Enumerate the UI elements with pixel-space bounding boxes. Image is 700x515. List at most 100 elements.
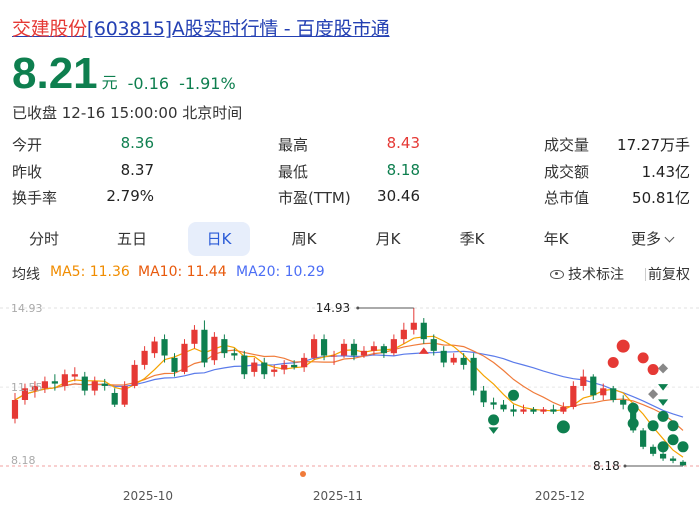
min-price-dot (623, 464, 627, 468)
stat-label: 换手率 (12, 189, 58, 207)
candle-body (231, 353, 238, 356)
candle-body (61, 374, 68, 386)
candle-body (610, 388, 617, 400)
candle-body (600, 388, 607, 396)
stat-label: 昨收 (12, 163, 43, 181)
tab-more-label: 更多 (630, 230, 661, 248)
chevron-down-icon (664, 232, 675, 243)
signal-down-triangle (658, 399, 669, 406)
signal-dot (556, 420, 570, 434)
price-row: 8.21 元 -0.16 -1.91% (12, 52, 236, 96)
current-price: 8.21 (12, 49, 98, 98)
candle-body (71, 374, 78, 377)
price-change: -0.16 (127, 74, 170, 93)
ma-label: 均线 (12, 267, 40, 283)
stat-value: 17.27万手 (617, 136, 690, 154)
candle-body (510, 409, 517, 412)
max-price-dot (356, 306, 360, 310)
stat-label: 成交量 (544, 136, 590, 154)
candle-body (131, 364, 138, 386)
stat-value: 50.81亿 (632, 189, 690, 207)
signal-up-triangle (418, 347, 429, 354)
signal-dot (616, 339, 630, 353)
stat-volume: 成交量 17.27万手 (544, 134, 690, 154)
candle-body (570, 385, 577, 408)
tech-annotation-toggle[interactable]: 技术标注 (550, 264, 624, 284)
signal-dot (667, 420, 679, 432)
ma20-value: MA20: 10.29 (236, 264, 325, 280)
candle-body (650, 446, 657, 454)
signal-dot (667, 434, 679, 446)
ma10-value: MA10: 11.44 (138, 264, 227, 280)
tab-day-k[interactable]: 日K (188, 222, 250, 256)
stat-value: 2.79% (106, 187, 154, 205)
candle-body (191, 329, 198, 344)
stat-low: 最低 8.18 (278, 161, 420, 181)
y-tick-label: 14.93 (11, 302, 43, 315)
tab-minute[interactable]: 分时 (28, 230, 59, 248)
signal-diamond (648, 389, 659, 400)
x-tick-label: 2025-12 (535, 489, 585, 503)
signal-dot (607, 357, 619, 369)
candle-body (211, 336, 218, 361)
candle-body (669, 458, 677, 461)
signal-dot (488, 414, 500, 426)
candle-body (400, 329, 407, 340)
candle-body (11, 399, 19, 419)
candle-body (560, 407, 567, 412)
candle-body (620, 399, 627, 405)
stat-turnover-rate: 换手率 2.79% (12, 187, 154, 207)
stat-label: 今开 (12, 136, 43, 154)
candle-body (370, 346, 378, 351)
candle-body (81, 376, 88, 391)
signal-dot (647, 420, 659, 432)
stat-label: 市盈(TTM) (278, 189, 351, 207)
signal-diamond (658, 363, 669, 374)
x-tick-label: 2025-10 (123, 489, 173, 503)
candle-body (350, 343, 358, 356)
divider (645, 268, 646, 281)
y-tick-label: 8.18 (11, 454, 36, 467)
candle-body (281, 364, 288, 370)
adjust-mode-button[interactable]: 前复权 (648, 267, 690, 283)
tab-more[interactable]: 更多 (614, 222, 690, 256)
candlestick-chart[interactable]: 14.93 11.55 8.18 14.93 8.18 2025-10 2025-11 202… (0, 292, 700, 514)
candle-body (480, 390, 487, 403)
title-rest[interactable]: [603815]A股实时行情 - 百度股市通 (86, 18, 390, 40)
stock-name[interactable]: 交建股份 (12, 18, 87, 40)
candle-body (121, 385, 128, 405)
tab-month-k[interactable]: 月K (375, 230, 401, 248)
y-tick-label: 11.55 (11, 381, 43, 394)
signal-dot (647, 364, 659, 376)
candle-body (580, 376, 587, 386)
stat-label: 最高 (278, 136, 309, 154)
candle-body (450, 357, 457, 363)
candle-body (291, 364, 298, 368)
stat-pe: 市盈(TTM) 30.46 (278, 187, 420, 207)
candle-body (530, 409, 537, 412)
signal-dot (657, 441, 669, 453)
candle-body (380, 346, 387, 354)
market-status: 已收盘 12-16 15:00:00 北京时间 (12, 104, 243, 122)
stat-value: 8.36 (120, 134, 154, 152)
candle-body (241, 355, 248, 375)
tab-week-k[interactable]: 周K (291, 230, 317, 248)
candle-body (659, 453, 667, 459)
stat-value: 8.18 (386, 161, 420, 179)
candle-body (460, 357, 467, 365)
candle-body (151, 341, 158, 354)
candle-body (540, 409, 547, 412)
candle-body (91, 381, 98, 391)
stat-label: 成交额 (544, 163, 590, 181)
candle-body (470, 357, 477, 391)
tab-five-day[interactable]: 五日 (116, 230, 147, 248)
candle-body (520, 409, 527, 412)
tab-quarter-k[interactable]: 季K (459, 230, 485, 248)
stat-high: 最高 8.43 (278, 134, 420, 154)
tab-year-k[interactable]: 年K (543, 230, 569, 248)
page-title-link[interactable]: 交建股份[603815]A股实时行情 - 百度股市通 (12, 14, 390, 41)
candle-body (500, 404, 507, 410)
candle-body (221, 339, 228, 354)
candle-body (201, 329, 208, 363)
candle-body (490, 402, 497, 405)
